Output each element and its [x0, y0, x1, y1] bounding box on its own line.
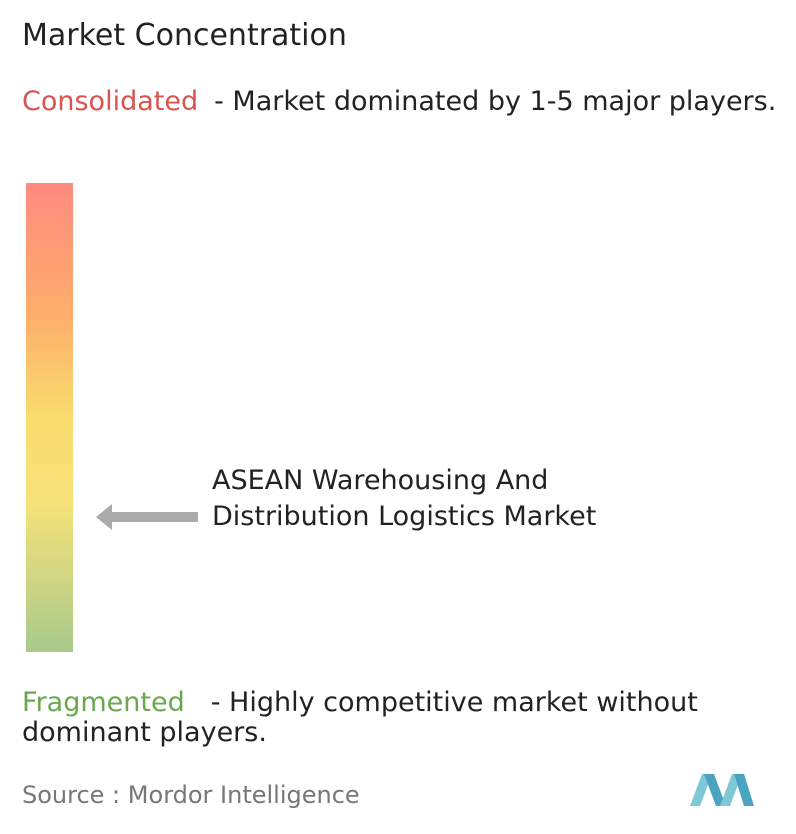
source: Source : Mordor Intelligence: [22, 781, 360, 809]
logo: [690, 774, 754, 806]
logo-part: [704, 774, 726, 806]
fragmented-row: Fragmented - Highly competitive market wi…: [22, 688, 792, 748]
concentration-bar: [26, 183, 73, 652]
logo-part: [690, 774, 712, 806]
consolidated-label: Consolidated: [22, 86, 199, 117]
fragmented-description: - Highly competitive market without domi…: [22, 687, 698, 748]
consolidated-row: Consolidated - Market dominated by 1-5 ma…: [22, 87, 792, 117]
title: Market Concentration: [22, 18, 347, 53]
logo-part: [734, 774, 754, 806]
arrow: [96, 504, 198, 530]
arrow-shape: [96, 504, 198, 530]
source-label: Source :: [22, 781, 121, 809]
fragmented-label: Fragmented: [22, 687, 185, 718]
consolidated-description: - Market dominated by 1-5 major players.: [214, 86, 777, 117]
market-label: ASEAN Warehousing And Distribution Logis…: [212, 465, 597, 532]
source-name: Mordor Intelligence: [127, 781, 360, 809]
